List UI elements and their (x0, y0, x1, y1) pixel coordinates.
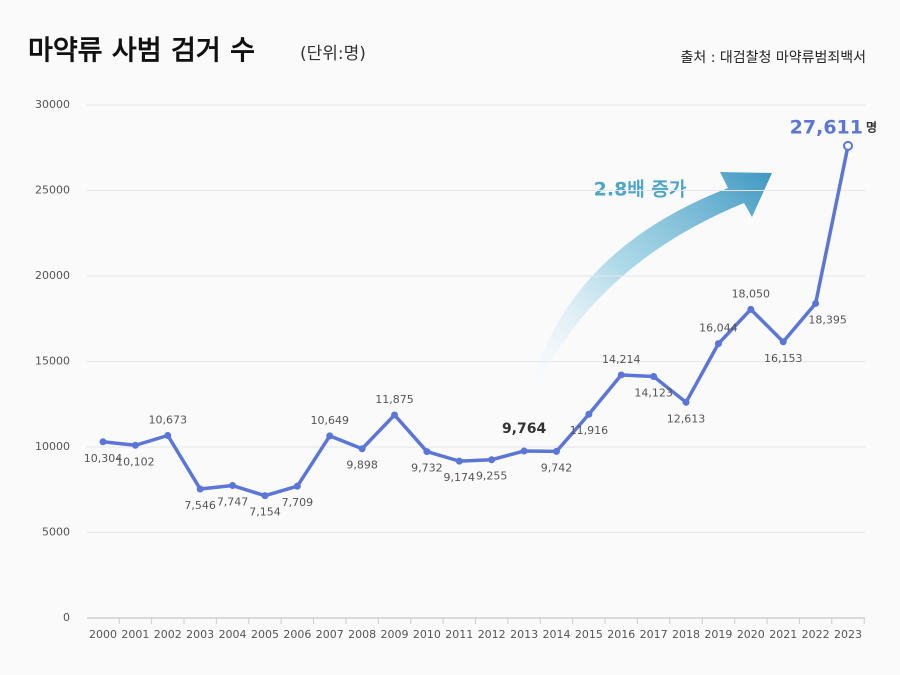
x-tick-label: 2020 (737, 628, 765, 641)
x-tick-label: 2009 (381, 628, 409, 641)
chart-subtitle: (단위:명) (300, 44, 366, 64)
point (391, 411, 399, 419)
value-label: 16,044 (699, 322, 738, 335)
y-tick-label: 25000 (35, 184, 70, 197)
value-label: 14,214 (602, 353, 641, 366)
value-label: 9,742 (541, 461, 573, 474)
y-tick-label: 15000 (35, 355, 70, 368)
point (650, 372, 658, 380)
value-label: 7,747 (217, 496, 249, 509)
x-tick-label: 2013 (510, 628, 538, 641)
value-label: 18,050 (732, 287, 771, 300)
x-tick-label: 2007 (316, 628, 344, 641)
point (843, 140, 853, 151)
x-tick-label: 2018 (672, 628, 700, 641)
chart-title: 마약류 사범 검거 수 (28, 36, 255, 67)
value-label: 16,153 (764, 352, 803, 365)
point (552, 447, 560, 455)
value-label: 9,732 (411, 462, 443, 475)
value-label: 7,546 (184, 499, 216, 512)
point (585, 410, 593, 418)
point (326, 432, 334, 440)
x-tick-label: 2022 (802, 628, 830, 641)
point (520, 447, 528, 455)
point (488, 456, 496, 464)
x-tick-label: 2023 (834, 628, 862, 641)
point (164, 431, 172, 439)
x-tick-label: 2011 (445, 628, 473, 641)
value-label: 18,395 (808, 313, 847, 326)
point (196, 485, 204, 493)
point (714, 340, 722, 348)
y-tick-label: 5000 (42, 526, 70, 539)
point (779, 338, 787, 346)
value-label: 10,673 (149, 413, 188, 426)
x-tick-label: 2019 (704, 628, 732, 641)
point (358, 445, 366, 453)
x-tick-label: 2015 (575, 628, 603, 641)
value-label: 9,898 (346, 459, 378, 472)
point (423, 448, 431, 456)
point (455, 457, 463, 465)
point (131, 441, 139, 449)
x-tick-label: 2012 (478, 628, 506, 641)
y-tick-label: 30000 (35, 98, 70, 111)
point (293, 482, 301, 490)
x-tick-label: 2004 (219, 628, 247, 641)
x-tick-label: 2021 (769, 628, 797, 641)
value-label: 10,649 (310, 414, 349, 427)
point (747, 305, 755, 313)
x-tick-label: 2008 (348, 628, 376, 641)
value-label: 9,255 (476, 470, 508, 483)
y-tick-label: 10000 (35, 440, 70, 453)
point (229, 482, 237, 490)
value-label: 12,613 (667, 412, 706, 425)
value-label: 27,611 (790, 116, 863, 138)
x-tick-label: 2017 (640, 628, 668, 641)
point (261, 492, 269, 500)
point (682, 398, 690, 406)
y-tick-label: 20000 (35, 269, 70, 282)
x-tick-label: 2006 (283, 628, 311, 641)
unit-label: 명 (866, 120, 877, 134)
x-tick-label: 2010 (413, 628, 441, 641)
x-tick-label: 2001 (121, 628, 149, 641)
point (812, 299, 820, 307)
x-tick-label: 2002 (154, 628, 182, 641)
x-tick-label: 2003 (186, 628, 214, 641)
value-label: 14,123 (634, 386, 673, 399)
value-label: 10,102 (116, 455, 155, 468)
value-label: 11,916 (570, 424, 609, 437)
value-label: 9,764 (502, 421, 547, 437)
value-label: 7,709 (282, 496, 314, 509)
annotation: 2.8배 증가 (594, 179, 687, 201)
x-tick-label: 2016 (607, 628, 635, 641)
value-label: 10,304 (84, 452, 123, 465)
value-label: 11,875 (375, 393, 414, 406)
value-label: 9,174 (444, 471, 476, 484)
x-tick-label: 2000 (89, 628, 117, 641)
line (102, 145, 850, 498)
x-tick-label: 2005 (251, 628, 279, 641)
x-tick-label: 2014 (542, 628, 570, 641)
point (617, 371, 625, 379)
source: 출처 : 대검찰청 마약류범죄백서 (680, 50, 866, 66)
growth-arrow (525, 172, 772, 412)
point (99, 438, 107, 446)
y-tick-label: 0 (63, 611, 70, 624)
value-label: 7,154 (249, 506, 281, 519)
